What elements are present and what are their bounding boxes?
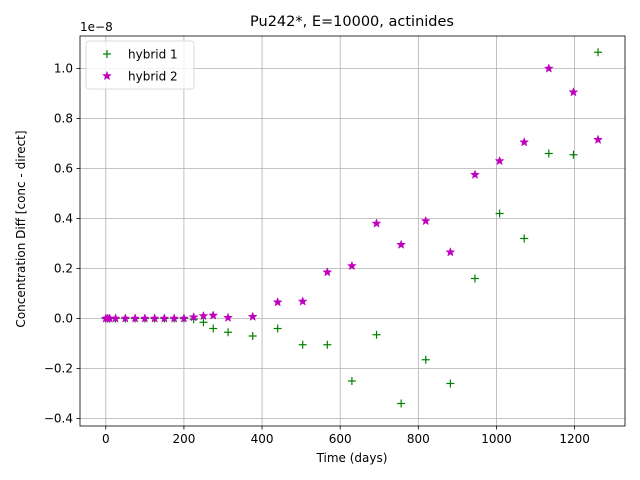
series-2-point <box>420 215 431 226</box>
y-tick-label: 0.2 <box>54 262 73 276</box>
legend-label-2: hybrid 2 <box>128 70 178 84</box>
series-2-point <box>120 313 131 323</box>
series-2-point <box>110 313 121 323</box>
x-axis-title: Time (days) <box>316 451 388 465</box>
series-1-point <box>397 399 406 408</box>
series-2-point <box>178 313 189 323</box>
series-2-point <box>188 312 199 322</box>
series-2-point <box>159 313 170 323</box>
series-2-point <box>568 87 579 97</box>
x-tick-label: 200 <box>172 432 195 446</box>
series-1-points <box>101 48 603 408</box>
axes <box>79 35 626 427</box>
y-axis-title: Concentration Diff [conc - direct] <box>14 130 28 327</box>
series-1-point <box>594 48 603 57</box>
y-tick-label: 0.0 <box>54 312 73 326</box>
y-axis-scale-label: 1e−8 <box>80 20 113 34</box>
series-2-point <box>223 312 234 322</box>
data-points <box>100 48 603 408</box>
plot-frame <box>79 35 626 427</box>
series-2-point <box>396 239 407 249</box>
series-2-points <box>100 63 603 323</box>
series-2-point <box>297 296 308 306</box>
series-1-point <box>495 209 504 218</box>
x-tick-label: 0 <box>102 432 110 446</box>
y-tick-label: 0.4 <box>54 212 73 226</box>
series-2-point <box>346 260 357 271</box>
series-2-point <box>593 134 603 144</box>
legend: hybrid 1 hybrid 2 <box>85 40 195 90</box>
series-2-point <box>247 311 258 321</box>
series-2-point <box>445 247 456 257</box>
series-2-point <box>494 155 505 166</box>
x-tick-label: 800 <box>407 432 430 446</box>
series-2-point <box>519 137 530 147</box>
series-1-point <box>446 379 455 388</box>
series-1-point <box>470 274 479 283</box>
y-tick-label: 0.8 <box>54 112 73 126</box>
series-2-point <box>139 313 150 323</box>
legend-marker-2 <box>102 70 112 81</box>
legend-marker-1 <box>103 50 111 58</box>
series-1-point <box>209 324 218 333</box>
ticks: 0 200 400 600 800 1000 1200 −0.4 −0.2 0.0 0.2 0.4 0.… <box>44 62 590 447</box>
series-1-point <box>520 234 529 243</box>
x-tick-label: 1200 <box>559 432 590 446</box>
chart-title: Pu242*, E=10000, actinides <box>250 14 454 30</box>
y-tick-label: 0.6 <box>54 162 73 176</box>
x-tick-label: 600 <box>329 432 352 446</box>
x-tick-label: 400 <box>251 432 274 446</box>
series-2-point <box>272 297 283 307</box>
series-2-point <box>371 218 382 228</box>
series-1-point <box>224 328 233 337</box>
series-2-point <box>169 313 180 323</box>
series-1-point <box>273 324 282 333</box>
series-2-point <box>130 313 141 323</box>
series-1-point <box>347 377 356 385</box>
y-tick-label: 1.0 <box>54 62 73 76</box>
series-2-point <box>149 313 160 323</box>
series-1-point <box>421 355 430 364</box>
series-2-point <box>470 169 480 179</box>
series-1-point <box>323 340 332 349</box>
series-1-point <box>298 340 307 349</box>
series-1-point <box>248 332 257 340</box>
grid <box>80 36 625 426</box>
series-1-point <box>544 149 553 158</box>
legend-box <box>85 40 195 90</box>
series-1-point <box>569 150 578 159</box>
y-tick-label: −0.2 <box>44 362 73 376</box>
x-tick-label: 1000 <box>481 432 512 446</box>
y-tick-label: −0.4 <box>44 412 73 426</box>
series-2-point <box>198 310 209 321</box>
series-2-point <box>543 63 554 73</box>
series-1-point <box>372 330 381 339</box>
series-2-point <box>208 310 219 320</box>
series-1-point <box>199 318 208 327</box>
legend-label-1: hybrid 1 <box>128 48 178 62</box>
series-2-point <box>322 267 333 277</box>
